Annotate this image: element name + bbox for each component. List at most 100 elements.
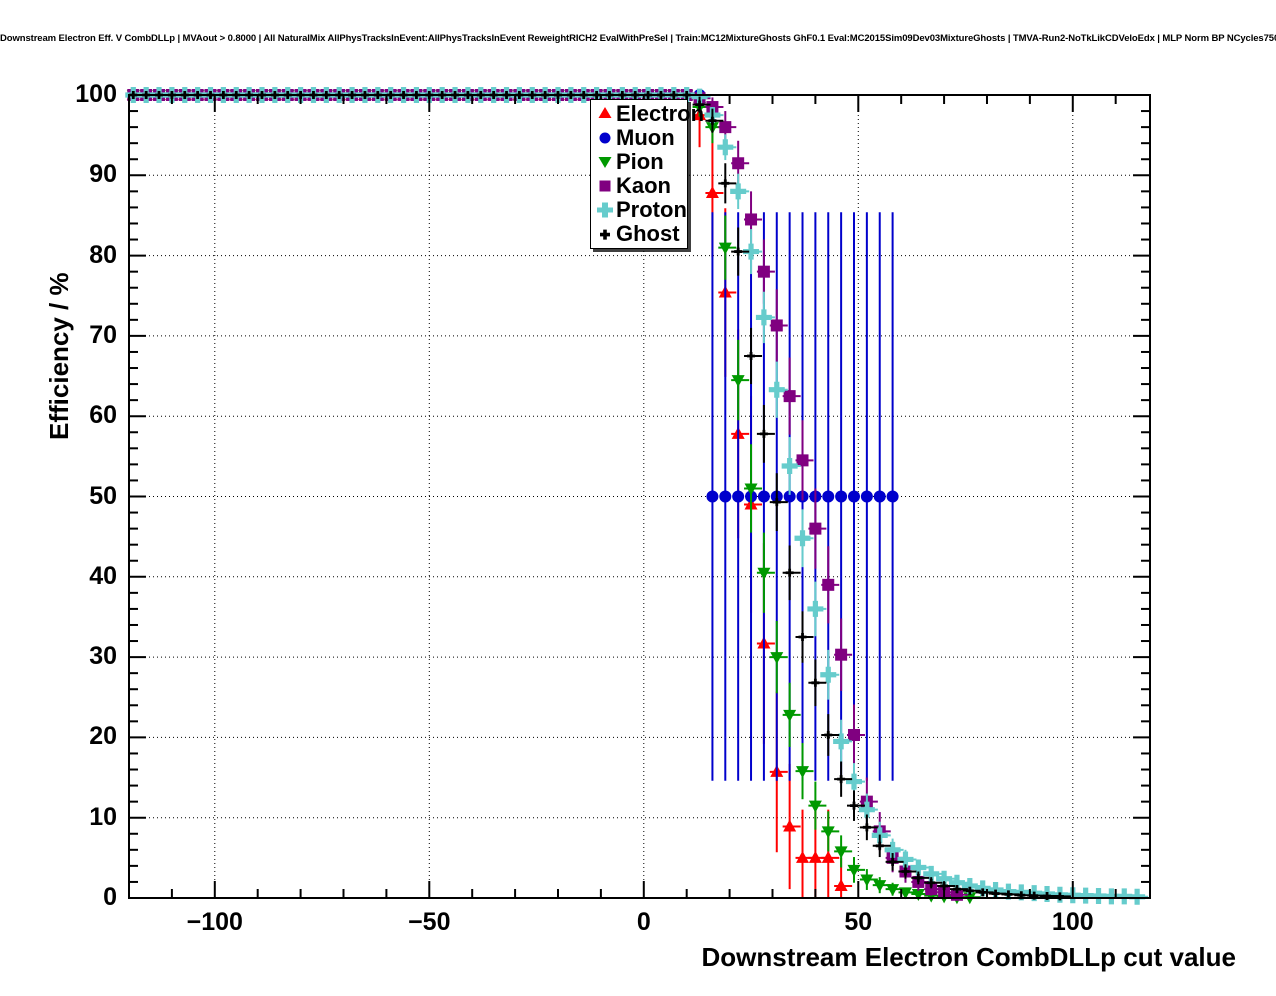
data-marker bbox=[1129, 888, 1146, 905]
data-marker bbox=[847, 728, 860, 741]
data-marker bbox=[770, 652, 784, 665]
data-marker bbox=[835, 490, 848, 503]
y-tick-label: 10 bbox=[89, 802, 117, 831]
data-marker bbox=[1077, 887, 1094, 904]
y-tick-label: 20 bbox=[89, 722, 117, 751]
data-marker bbox=[886, 884, 900, 897]
data-marker bbox=[757, 490, 770, 503]
triangle-up-marker bbox=[594, 103, 616, 125]
legend-item-kaon[interactable]: Kaon bbox=[591, 174, 687, 198]
data-marker bbox=[845, 773, 862, 790]
data-marker bbox=[884, 841, 901, 858]
data-marker bbox=[820, 666, 837, 683]
data-marker bbox=[759, 429, 768, 438]
data-marker bbox=[849, 801, 858, 810]
data-marker bbox=[923, 865, 940, 882]
x-tick-label: 100 bbox=[1051, 908, 1094, 936]
data-marker bbox=[719, 121, 732, 134]
y-tick-label: 70 bbox=[89, 320, 117, 349]
data-marker bbox=[768, 381, 785, 398]
data-marker bbox=[974, 880, 991, 897]
legend-marker-shape bbox=[600, 229, 610, 240]
data-marker bbox=[743, 243, 760, 260]
y-tick-label: 100 bbox=[75, 80, 117, 108]
y-tick-label: 0 bbox=[103, 883, 117, 911]
data-marker bbox=[706, 490, 719, 503]
data-marker bbox=[772, 498, 781, 507]
data-marker bbox=[695, 100, 704, 109]
legend-item-electron[interactable]: Electron bbox=[591, 102, 704, 126]
data-marker bbox=[781, 457, 798, 474]
data-marker bbox=[837, 775, 846, 784]
x-tick-label: −50 bbox=[408, 908, 451, 936]
cross-small-marker bbox=[594, 223, 616, 245]
data-marker bbox=[898, 887, 912, 900]
circle-marker bbox=[594, 127, 616, 149]
data-marker bbox=[744, 483, 758, 496]
data-marker bbox=[1004, 890, 1013, 899]
data-marker bbox=[734, 247, 743, 256]
data-marker bbox=[901, 867, 910, 876]
data-marker bbox=[833, 733, 850, 750]
data-marker bbox=[824, 730, 833, 739]
data-marker bbox=[1043, 891, 1052, 900]
data-marker bbox=[745, 213, 758, 226]
data-marker bbox=[796, 850, 810, 863]
data-marker bbox=[834, 846, 848, 859]
data-marker bbox=[860, 874, 874, 887]
legend-item-ghost[interactable]: Ghost bbox=[591, 222, 687, 246]
data-marker bbox=[717, 139, 734, 156]
legend-item-label: Electron bbox=[616, 101, 705, 126]
y-tick-label: 90 bbox=[89, 160, 117, 189]
data-marker bbox=[991, 889, 1000, 898]
legend-item-proton[interactable]: Proton bbox=[591, 198, 687, 222]
data-marker bbox=[888, 857, 897, 866]
data-marker bbox=[809, 522, 822, 535]
data-marker bbox=[783, 390, 796, 403]
data-marker bbox=[940, 881, 949, 890]
data-marker bbox=[911, 888, 925, 901]
data-marker bbox=[873, 490, 886, 503]
data-marker bbox=[798, 633, 807, 642]
x-axis-title: Downstream Electron CombDLLp cut value bbox=[701, 942, 1236, 972]
data-marker bbox=[1030, 891, 1039, 900]
y-tick-label: 30 bbox=[89, 642, 117, 671]
y-tick-label: 60 bbox=[89, 401, 117, 430]
x-tick-label: −100 bbox=[186, 908, 243, 936]
legend-item-muon[interactable]: Muon bbox=[591, 126, 687, 150]
cross-plus-marker bbox=[594, 199, 616, 221]
data-marker bbox=[691, 88, 708, 105]
data-marker bbox=[783, 490, 796, 503]
x-tick-label: 50 bbox=[844, 908, 873, 936]
y-tick-label: 40 bbox=[89, 561, 117, 590]
data-marker bbox=[914, 873, 923, 882]
data-marker bbox=[796, 454, 809, 467]
legend: Electron Muon Pion Kaon Proton Ghost bbox=[590, 99, 704, 249]
legend-item-label: Pion bbox=[616, 149, 664, 174]
data-marker bbox=[1116, 888, 1133, 905]
data-marker bbox=[1090, 887, 1107, 904]
data-marker bbox=[847, 864, 861, 877]
data-marker bbox=[757, 567, 771, 580]
data-marker bbox=[730, 183, 747, 200]
plot-title: Downstream Electron Eff. V CombDLLp | MV… bbox=[0, 33, 1276, 44]
data-marker bbox=[1017, 891, 1026, 900]
data-marker bbox=[719, 490, 732, 503]
data-marker bbox=[910, 859, 927, 876]
legend-item-label: Muon bbox=[616, 125, 675, 150]
legend-item-label: Proton bbox=[616, 197, 687, 222]
data-marker bbox=[721, 179, 730, 188]
triangle-down-marker bbox=[594, 151, 616, 173]
data-marker bbox=[847, 490, 860, 503]
data-marker bbox=[783, 819, 797, 832]
data-marker bbox=[705, 185, 719, 198]
data-marker bbox=[1103, 888, 1120, 905]
legend-item-pion[interactable]: Pion bbox=[591, 150, 687, 174]
data-marker bbox=[978, 888, 987, 897]
data-marker bbox=[755, 309, 772, 326]
legend-marker-shape bbox=[598, 107, 612, 118]
data-marker bbox=[925, 883, 938, 896]
x-tick-label: 0 bbox=[636, 908, 651, 936]
legend-marker-shape bbox=[599, 132, 611, 144]
